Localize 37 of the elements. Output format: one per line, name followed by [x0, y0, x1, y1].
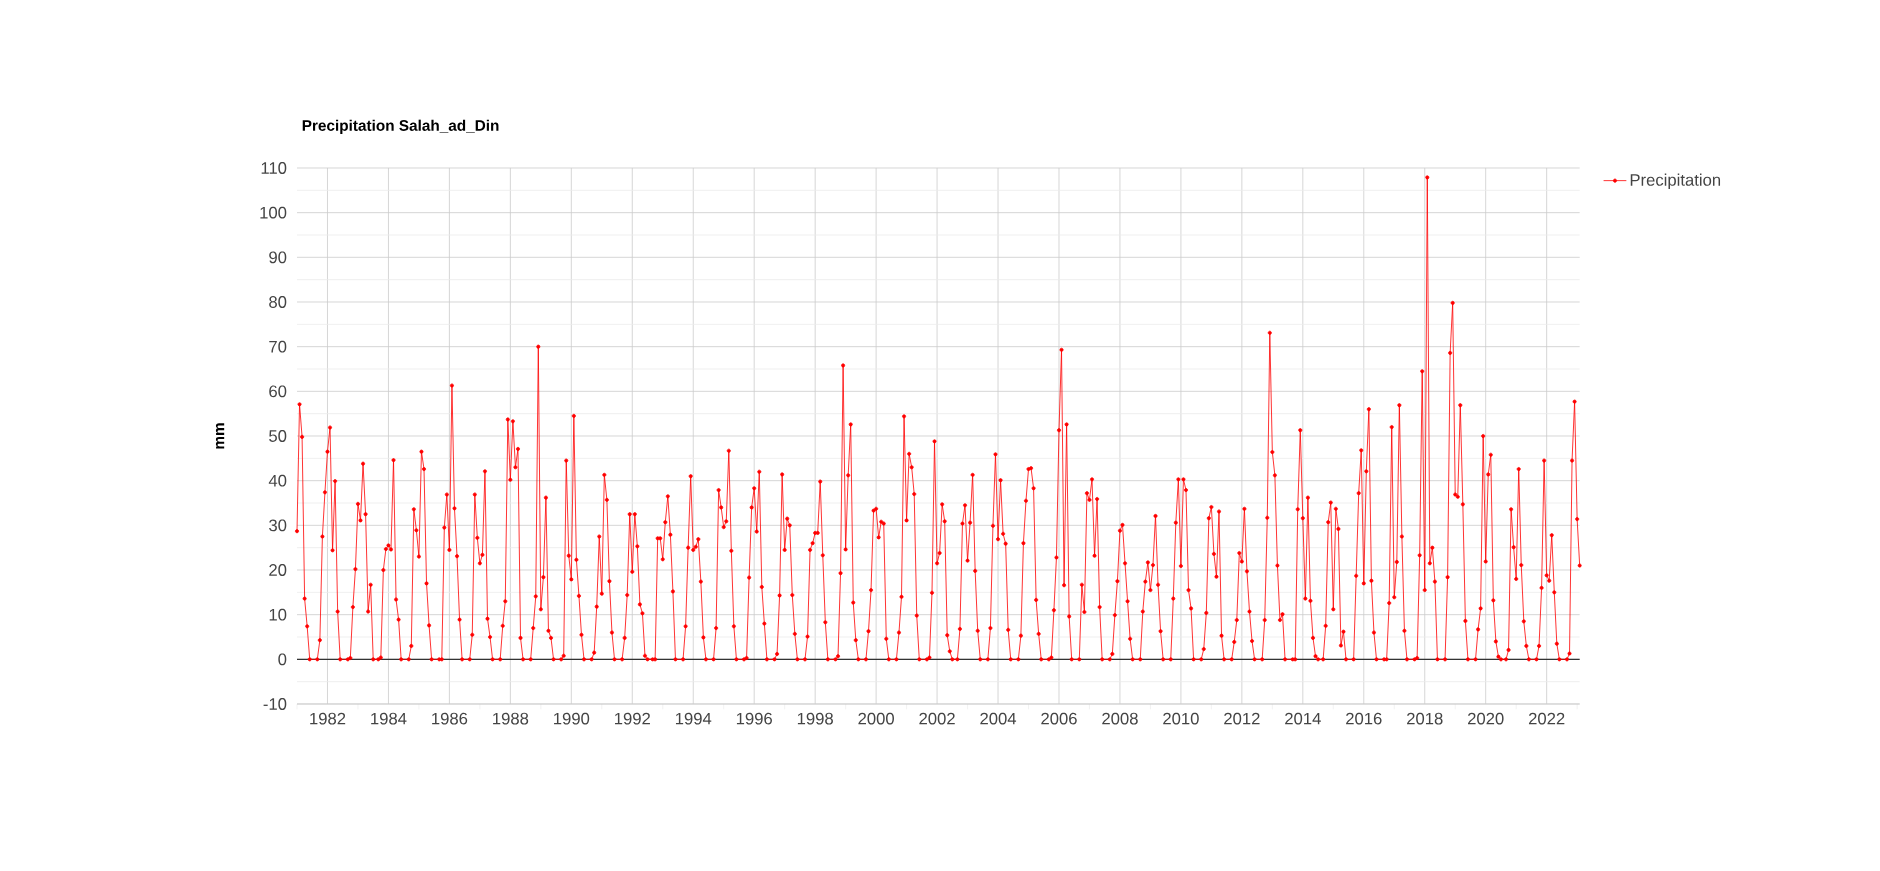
- chart-title: Precipitation Salah_ad_Din: [302, 119, 499, 134]
- y-tick-label: 100: [260, 206, 287, 219]
- x-tick-label: 1984: [371, 712, 407, 725]
- x-tick-label: 1982: [310, 712, 346, 725]
- y-tick-label: 10: [269, 608, 287, 621]
- x-tick-label: 1988: [493, 712, 529, 725]
- y-tick-label: 60: [269, 385, 287, 398]
- legend-label: Precipitation: [1630, 173, 1721, 190]
- x-tick-label: 2020: [1468, 712, 1504, 725]
- x-tick-label: 2012: [1224, 712, 1260, 725]
- x-tick-label: 1996: [736, 712, 772, 725]
- x-tick-label: 2000: [858, 712, 894, 725]
- x-tick-label: 2004: [980, 712, 1017, 725]
- x-tick-label: 1990: [554, 712, 590, 725]
- y-tick-label: 90: [269, 251, 287, 264]
- y-tick-label: 30: [269, 519, 287, 532]
- y-tick-label: 80: [269, 296, 287, 308]
- y-tick-label: 40: [268, 474, 287, 487]
- x-tick-label: 2010: [1163, 712, 1199, 725]
- y-tick-label: -10: [263, 698, 287, 710]
- x-tick-label: 1992: [615, 712, 650, 725]
- x-tick-label: 1994: [675, 712, 712, 725]
- x-tick-label: 2008: [1102, 712, 1138, 725]
- x-tick-label: 2002: [919, 712, 955, 725]
- y-tick-label: 20: [269, 564, 287, 576]
- y-tick-label: 110: [261, 162, 287, 174]
- x-tick-label: 2006: [1041, 712, 1077, 725]
- x-tick-label: 1986: [432, 712, 468, 725]
- x-tick-label: 2014: [1285, 712, 1321, 725]
- y-axis-title: mm: [215, 423, 225, 449]
- y-tick-label: 70: [269, 340, 287, 353]
- x-tick-label: 2018: [1407, 712, 1443, 725]
- y-tick-label: 50: [269, 430, 287, 442]
- x-tick-label: 2016: [1346, 712, 1382, 725]
- x-tick-label: 2022: [1528, 712, 1565, 725]
- x-tick-label: 1998: [797, 712, 833, 725]
- y-tick-label: 0: [278, 653, 287, 666]
